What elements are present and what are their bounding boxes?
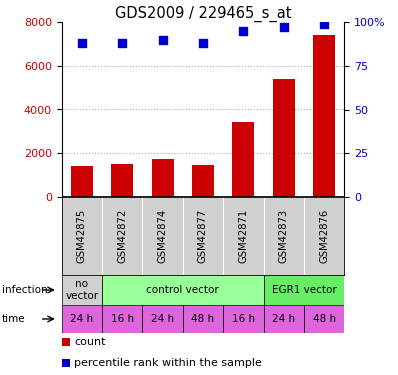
Bar	[62, 305, 102, 333]
Point	[119, 40, 125, 46]
Bar	[102, 275, 263, 305]
Text: EGR1 vector: EGR1 vector	[271, 285, 336, 295]
Text: 48 h: 48 h	[191, 314, 215, 324]
Title: GDS2009 / 229465_s_at: GDS2009 / 229465_s_at	[115, 6, 291, 22]
Text: infection: infection	[2, 285, 48, 295]
Bar	[62, 275, 102, 305]
Bar	[62, 359, 70, 368]
Text: GSM42877: GSM42877	[198, 209, 208, 263]
Point	[160, 36, 166, 42]
Point	[281, 24, 287, 30]
Text: 48 h: 48 h	[312, 314, 336, 324]
Text: 24 h: 24 h	[272, 314, 295, 324]
Text: GSM42872: GSM42872	[117, 209, 127, 263]
Bar	[62, 338, 70, 346]
Text: percentile rank within the sample: percentile rank within the sample	[74, 358, 262, 368]
Text: GSM42876: GSM42876	[319, 209, 329, 263]
Text: 24 h: 24 h	[70, 314, 94, 324]
Bar	[223, 305, 263, 333]
Bar	[102, 305, 142, 333]
Bar	[71, 166, 93, 197]
Text: GSM42871: GSM42871	[238, 209, 248, 263]
Bar	[183, 305, 223, 333]
Bar	[313, 35, 335, 197]
Text: GSM42873: GSM42873	[279, 209, 289, 263]
Text: no
vector: no vector	[65, 279, 98, 301]
Text: count: count	[74, 337, 106, 347]
Text: 16 h: 16 h	[111, 314, 134, 324]
Bar	[192, 165, 214, 197]
Point	[321, 21, 327, 27]
Point	[240, 28, 246, 34]
Text: GSM42875: GSM42875	[77, 209, 87, 263]
Text: GSM42874: GSM42874	[158, 209, 168, 263]
Text: time: time	[2, 314, 25, 324]
Bar	[142, 305, 183, 333]
Bar	[111, 164, 133, 197]
Bar	[304, 305, 344, 333]
Text: 24 h: 24 h	[151, 314, 174, 324]
Bar	[263, 275, 344, 305]
Bar	[263, 305, 304, 333]
Text: control vector: control vector	[146, 285, 219, 295]
Bar	[232, 122, 254, 197]
Bar	[273, 79, 295, 197]
Point	[200, 40, 206, 46]
Bar	[152, 159, 174, 197]
Point	[79, 40, 85, 46]
Text: 16 h: 16 h	[232, 314, 255, 324]
